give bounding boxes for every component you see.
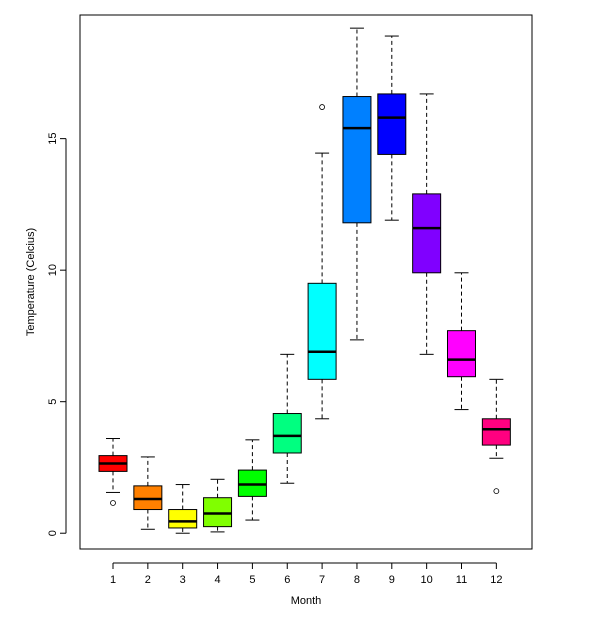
- box-month-4: [204, 479, 232, 532]
- box-month-1: [99, 439, 127, 506]
- outlier-point: [320, 105, 325, 110]
- box-month-11: [448, 273, 476, 410]
- y-tick-label: 5: [47, 399, 59, 405]
- box-month-5: [238, 440, 266, 520]
- box-month-9: [378, 36, 406, 220]
- boxes: [99, 28, 510, 533]
- x-axis: 1 2 3 4 5 6 7 8 9 10 11 12: [110, 563, 503, 586]
- x-tick-label: 12: [490, 574, 502, 586]
- box-month-6: [273, 354, 301, 483]
- y-axis: 0 5 10 15: [47, 133, 66, 537]
- box-month-7: [308, 105, 336, 419]
- outlier-point: [494, 489, 499, 494]
- x-tick-label: 5: [249, 574, 255, 586]
- x-tick-label: 10: [421, 574, 433, 586]
- iqr-box: [343, 97, 371, 223]
- x-axis-label: Month: [291, 595, 322, 607]
- y-tick-label: 15: [47, 133, 59, 145]
- iqr-box: [169, 510, 197, 528]
- x-tick-label: 3: [180, 574, 186, 586]
- iqr-box: [134, 486, 162, 510]
- iqr-box: [204, 498, 232, 527]
- x-tick-label: 7: [319, 574, 325, 586]
- x-tick-label: 1: [110, 574, 116, 586]
- outlier-point: [111, 500, 116, 505]
- iqr-box: [378, 94, 406, 155]
- y-axis-label: Temperature (Celcius): [25, 228, 37, 336]
- x-tick-label: 6: [284, 574, 290, 586]
- iqr-box: [273, 414, 301, 453]
- x-tick-label: 11: [456, 574, 467, 586]
- box-month-8: [343, 28, 371, 340]
- box-month-12: [482, 379, 510, 493]
- iqr-box: [238, 470, 266, 496]
- iqr-box: [413, 194, 441, 273]
- iqr-box: [308, 283, 336, 379]
- box-month-2: [134, 457, 162, 529]
- iqr-box: [448, 331, 476, 377]
- x-tick-label: 4: [214, 574, 220, 586]
- x-tick-label: 2: [145, 574, 151, 586]
- x-tick-label: 9: [389, 574, 395, 586]
- x-tick-label: 8: [354, 574, 360, 586]
- y-tick-label: 10: [47, 264, 59, 276]
- box-month-3: [169, 485, 197, 534]
- y-tick-label: 0: [47, 530, 59, 536]
- iqr-box: [482, 419, 510, 445]
- box-month-10: [413, 94, 441, 354]
